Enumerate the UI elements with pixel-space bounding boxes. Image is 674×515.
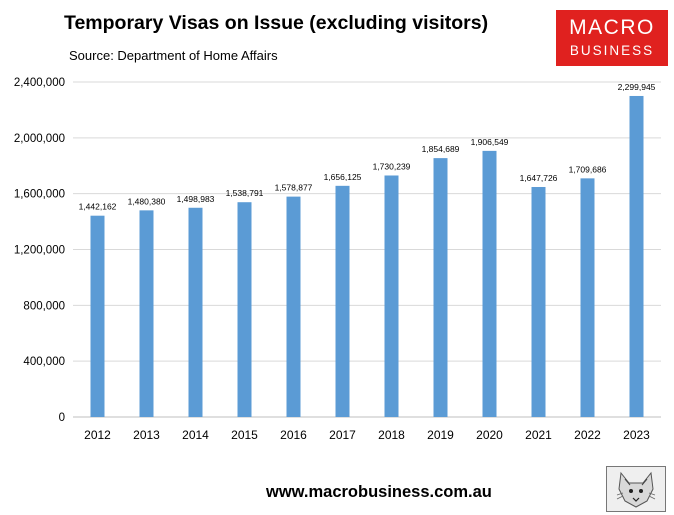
data-label: 1,538,791	[226, 188, 264, 198]
bar	[580, 178, 595, 417]
bars	[90, 95, 644, 418]
bar	[384, 175, 399, 417]
x-tick-label: 2019	[427, 428, 454, 442]
bar	[531, 187, 546, 417]
logo-line-1: MACRO	[569, 16, 655, 39]
bar	[335, 185, 350, 417]
data-label: 1,578,877	[275, 183, 313, 193]
y-tick-label: 0	[59, 412, 65, 424]
y-axis-ticks: 0 400,000 800,000 1,200,000 1,600,000 2,000,0…	[14, 77, 65, 424]
bar	[139, 210, 154, 417]
y-tick-label: 2,000,000	[14, 133, 65, 145]
data-label: 2,299,945	[618, 82, 656, 92]
bar	[237, 202, 252, 417]
y-tick-label: 1,600,000	[14, 189, 65, 201]
x-tick-label: 2021	[525, 428, 552, 442]
logo-line-2: BUSINESS	[569, 43, 655, 58]
data-label: 1,498,983	[177, 194, 215, 204]
bar	[482, 150, 497, 417]
bar-chart: 0 400,000 800,000 1,200,000 1,600,000 2,000,0…	[14, 77, 661, 442]
gridlines	[73, 81, 661, 418]
x-tick-label: 2022	[574, 428, 601, 442]
data-label: 1,480,380	[128, 196, 166, 206]
y-tick-label: 2,400,000	[14, 77, 65, 89]
x-tick-label: 2014	[182, 428, 209, 442]
x-tick-label: 2016	[280, 428, 307, 442]
x-tick-label: 2018	[378, 428, 405, 442]
x-tick-label: 2023	[623, 428, 650, 442]
data-label: 1,854,689	[422, 144, 460, 154]
data-labels: 1,442,162 1,480,380 1,498,983 1,538,791 1,57…	[79, 82, 656, 212]
x-tick-label: 2015	[231, 428, 258, 442]
chart-subtitle: Source: Department of Home Affairs	[69, 48, 278, 63]
data-label: 1,730,239	[373, 161, 411, 171]
data-label: 1,647,726	[520, 173, 558, 183]
macrobusiness-logo: MACRO BUSINESS	[556, 10, 668, 66]
x-tick-label: 2013	[133, 428, 160, 442]
y-tick-label: 800,000	[23, 300, 65, 312]
bar	[90, 215, 105, 417]
fox-emblem-icon	[606, 466, 666, 512]
data-label: 1,709,686	[569, 164, 607, 174]
data-label: 1,906,549	[471, 137, 509, 147]
y-tick-label: 1,200,000	[14, 245, 65, 257]
data-label: 1,442,162	[79, 202, 117, 212]
bar	[629, 95, 644, 418]
data-label: 1,656,125	[324, 172, 362, 182]
chart-title: Temporary Visas on Issue (excluding visi…	[64, 12, 489, 34]
x-tick-label: 2017	[329, 428, 356, 442]
bar	[188, 207, 203, 417]
x-tick-label: 2012	[84, 428, 111, 442]
bar	[286, 196, 301, 417]
x-tick-label: 2020	[476, 428, 503, 442]
bar	[433, 158, 448, 417]
x-axis-ticks: 2012 2013 2014 2015 2016 2017 2018 2019 2020 2021…	[84, 428, 650, 442]
website-footer: www.macrobusiness.com.au	[266, 483, 492, 501]
y-tick-label: 400,000	[23, 356, 65, 368]
